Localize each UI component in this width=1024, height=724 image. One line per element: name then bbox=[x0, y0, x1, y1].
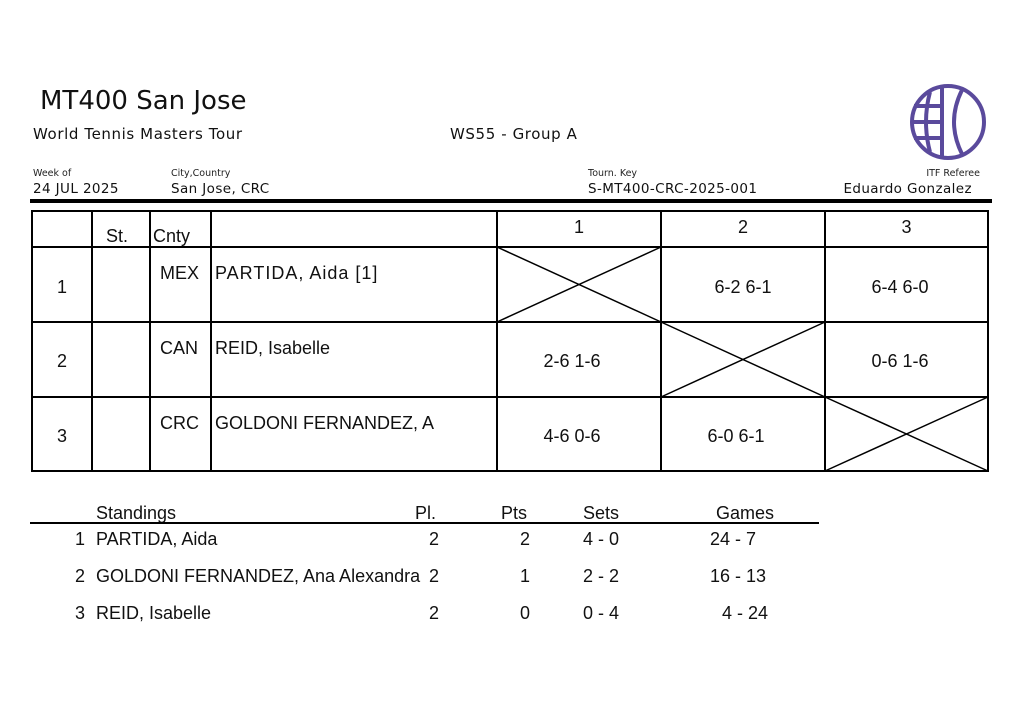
row-score: 0-6 1-6 bbox=[871, 351, 929, 371]
row-number: 1 bbox=[56, 277, 67, 297]
week-value: 24 JUL 2025 bbox=[33, 181, 119, 197]
standings-name: GOLDONI FERNANDEZ, Ana Alexandra bbox=[96, 566, 421, 586]
standings-header-pts: Pts bbox=[501, 503, 528, 523]
row-score: 6-4 6-0 bbox=[871, 277, 929, 297]
standings-sets: 4 - 0 bbox=[583, 529, 620, 549]
row-score: 2-6 1-6 bbox=[543, 351, 601, 371]
standings-games: 24 - 7 bbox=[710, 529, 757, 549]
row-country: CRC bbox=[160, 413, 199, 433]
standings-pl: 2 bbox=[428, 603, 439, 623]
tourn-key-label: Tourn. Key bbox=[588, 168, 638, 179]
row-player-name: REID, Isabelle bbox=[215, 338, 331, 358]
row-number: 3 bbox=[56, 426, 67, 446]
standings-name: REID, Isabelle bbox=[96, 603, 212, 623]
city-label: City,Country bbox=[171, 168, 231, 179]
bye-cross-2 bbox=[660, 321, 826, 398]
bye-cross-3 bbox=[824, 396, 989, 472]
event-name: WS55 - Group A bbox=[450, 125, 578, 143]
standings-rank: 3 bbox=[74, 603, 85, 623]
standings-header: Standings bbox=[96, 503, 177, 523]
row-number: 2 bbox=[56, 351, 67, 371]
tourn-key-value: S-MT400-CRC-2025-001 bbox=[588, 181, 758, 197]
standings-games: 16 - 13 bbox=[710, 566, 767, 586]
standings-pts: 0 bbox=[519, 603, 530, 623]
referee-value: Eduardo Gonzalez bbox=[843, 181, 972, 197]
bye-cross-1 bbox=[496, 246, 662, 323]
standings-rank: 1 bbox=[74, 529, 85, 549]
standings-divider bbox=[30, 522, 819, 524]
standings-pl: 2 bbox=[428, 566, 439, 586]
tour-name: World Tennis Masters Tour bbox=[33, 125, 243, 143]
standings-name: PARTIDA, Aida bbox=[96, 529, 218, 549]
city-value: San Jose, CRC bbox=[171, 181, 270, 197]
standings-pl: 2 bbox=[428, 529, 439, 549]
row-score: 6-2 6-1 bbox=[714, 277, 772, 297]
standings-sets: 0 - 4 bbox=[583, 603, 620, 623]
standings-header-games: Games bbox=[716, 503, 775, 523]
row-country: MEX bbox=[160, 263, 200, 283]
header-col-1: 1 bbox=[573, 217, 584, 237]
tournament-title: MT400 San Jose bbox=[40, 86, 247, 116]
standings-header-pl: Pl. bbox=[415, 503, 437, 523]
header-divider bbox=[30, 199, 992, 203]
row-player-name: GOLDONI FERNANDEZ, A bbox=[215, 413, 435, 433]
standings-header-sets: Sets bbox=[583, 503, 620, 523]
header-col-3: 3 bbox=[901, 217, 912, 237]
row-country: CAN bbox=[160, 338, 199, 358]
header-col-2: 2 bbox=[737, 217, 748, 237]
standings-pts: 2 bbox=[519, 529, 530, 549]
header-st: St. bbox=[106, 226, 129, 246]
referee-label: ITF Referee bbox=[926, 168, 980, 179]
itf-logo-icon bbox=[910, 84, 986, 160]
row-score: 6-0 6-1 bbox=[707, 426, 765, 446]
week-label: Week of bbox=[33, 168, 72, 179]
standings-pts: 1 bbox=[519, 566, 530, 586]
standings-sets: 2 - 2 bbox=[583, 566, 620, 586]
row-score: 4-6 0-6 bbox=[543, 426, 601, 446]
standings-rank: 2 bbox=[74, 566, 85, 586]
header-cnty: Cnty bbox=[153, 226, 191, 246]
row-player-name: PARTIDA, Aida [1] bbox=[215, 263, 379, 283]
standings-games: 4 - 24 bbox=[722, 603, 769, 623]
